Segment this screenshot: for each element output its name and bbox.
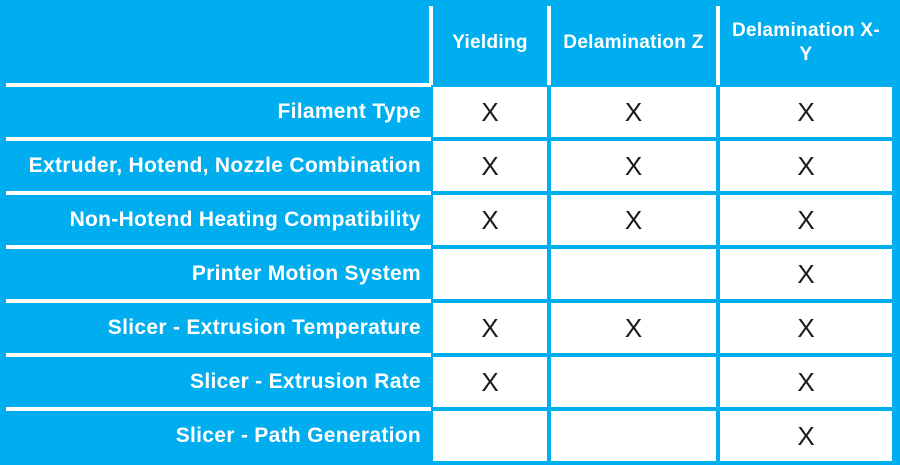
cell-box: X (720, 141, 892, 191)
row-divider-line (6, 245, 431, 249)
row-label-filament-type: Filament Type (0, 83, 431, 139)
cell-box (433, 249, 547, 299)
row-label-text: Slicer - Extrusion Temperature (107, 316, 421, 339)
cell-box: X (720, 87, 892, 137)
table-cell: X (718, 247, 894, 301)
table-cell (549, 247, 718, 301)
table-cell: X (549, 301, 718, 355)
header-divider-line (429, 6, 433, 85)
table-cell: X (431, 193, 549, 247)
x-mark: X (797, 313, 815, 343)
x-mark: X (624, 205, 643, 235)
table-cell: X (718, 301, 894, 355)
table-cell: X (431, 355, 549, 409)
cell-box: X (433, 195, 547, 245)
x-mark: X (624, 313, 643, 343)
row-divider-line (6, 191, 431, 195)
x-mark: X (797, 367, 815, 397)
row-divider-line (6, 353, 431, 357)
row-label-text: Printer Motion System (191, 262, 421, 285)
x-mark: X (624, 151, 643, 181)
x-mark: X (624, 97, 643, 127)
table-cell: X (718, 85, 894, 139)
row-divider-line (6, 137, 431, 141)
row-divider-line (6, 83, 431, 87)
cell-box: X (433, 141, 547, 191)
x-mark: X (797, 259, 815, 289)
row-label-text: Extruder, Hotend, Nozzle Combination (28, 154, 421, 177)
corner-cell (0, 0, 431, 85)
row-label-text: Slicer - Path Generation (175, 424, 421, 447)
table-cell (431, 247, 549, 301)
row-label-slicer-extrusion-rate: Slicer - Extrusion Rate (0, 353, 431, 409)
table-cell: X (549, 193, 718, 247)
row-divider-line (6, 299, 431, 303)
cell-box: X (433, 303, 547, 353)
cell-box (551, 357, 716, 407)
cell-box (433, 411, 547, 461)
cell-box: X (551, 195, 716, 245)
table-cell: X (431, 301, 549, 355)
column-header-label: Delamination Z (563, 31, 704, 53)
table-cell: X (718, 193, 894, 247)
x-mark: X (797, 151, 815, 181)
x-mark: X (481, 313, 499, 343)
table-cell (549, 409, 718, 463)
x-mark: X (797, 97, 815, 127)
cell-box: X (720, 303, 892, 353)
column-header-label: Delamination X-Y (731, 19, 881, 65)
column-header-yielding: Yielding (429, 0, 549, 85)
cell-box: X (720, 411, 892, 461)
row-label-text: Slicer - Extrusion Rate (190, 370, 421, 393)
column-header-delamination-xy: Delamination X-Y (716, 0, 894, 85)
row-label-text: Non-Hotend Heating Compatibility (69, 208, 421, 231)
cell-box: X (720, 357, 892, 407)
x-mark: X (481, 151, 499, 181)
row-label-printer-motion-system: Printer Motion System (0, 245, 431, 301)
cell-box: X (720, 249, 892, 299)
cell-box: X (551, 303, 716, 353)
header-divider-line (716, 6, 720, 85)
table-cell: X (431, 139, 549, 193)
x-mark: X (481, 97, 499, 127)
table-cell (549, 355, 718, 409)
cell-box (551, 411, 716, 461)
row-label-text: Filament Type (277, 100, 421, 123)
row-divider-line (6, 407, 431, 411)
row-label-slicer-extrusion-temperature: Slicer - Extrusion Temperature (0, 299, 431, 355)
header-divider-line (547, 6, 551, 85)
x-mark: X (797, 421, 815, 451)
row-label-extruder-hotend-nozzle: Extruder, Hotend, Nozzle Combination (0, 137, 431, 193)
x-mark: X (797, 205, 815, 235)
cell-box (551, 249, 716, 299)
table-cell: X (549, 139, 718, 193)
cell-box: X (551, 87, 716, 137)
x-mark: X (481, 205, 499, 235)
cell-box: X (551, 141, 716, 191)
table-cell: X (718, 139, 894, 193)
table-cell: X (549, 85, 718, 139)
column-header-delamination-z: Delamination Z (547, 0, 718, 85)
x-mark: X (481, 367, 499, 397)
table-cell (431, 409, 549, 463)
row-label-slicer-path-generation: Slicer - Path Generation (0, 407, 431, 463)
table-cell: X (718, 409, 894, 463)
row-label-non-hotend-heating: Non-Hotend Heating Compatibility (0, 191, 431, 247)
table-cell: X (431, 85, 549, 139)
table-cell: X (718, 355, 894, 409)
cell-box: X (433, 357, 547, 407)
cell-box: X (720, 195, 892, 245)
column-header-label: Yielding (452, 31, 528, 53)
cell-box: X (433, 87, 547, 137)
